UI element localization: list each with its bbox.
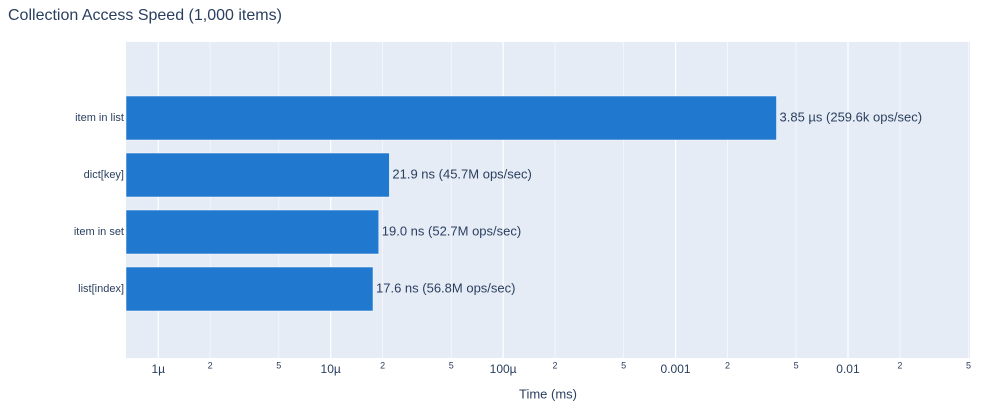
bar: [125, 266, 374, 312]
x-tick-label: 5: [449, 360, 454, 370]
x-tick-label: 1µ: [151, 362, 165, 376]
y-tick-label: list[index]: [78, 283, 124, 295]
x-tick-label: 5: [621, 360, 626, 370]
x-tick-label: 10µ: [321, 362, 341, 376]
y-tick-label: item in list: [75, 112, 124, 124]
value-label: 21.9 ns (45.7M ops/sec): [392, 166, 531, 181]
x-tick-label: 2: [208, 360, 213, 370]
x-tick-label: 2: [380, 360, 385, 370]
x-tick-label: 5: [966, 360, 971, 370]
bar: [125, 152, 390, 198]
x-tick-label: 5: [276, 360, 281, 370]
x-tick-label: 100µ: [490, 362, 517, 376]
x-tick-label: 0.01: [836, 362, 860, 376]
y-tick-label: item in set: [74, 226, 124, 238]
value-label: 3.85 µs (259.6k ops/sec): [780, 109, 923, 124]
value-label: 17.6 ns (56.8M ops/sec): [376, 280, 515, 295]
x-tick-label: 0.001: [661, 362, 691, 376]
bar: [125, 95, 777, 141]
bar: [125, 209, 380, 255]
chart-title: Collection Access Speed (1,000 items): [8, 7, 282, 24]
x-tick-label: 2: [725, 360, 730, 370]
x-tick-label: 2: [897, 360, 902, 370]
y-tick-label: dict[key]: [84, 169, 124, 181]
x-tick-label: 2: [553, 360, 558, 370]
x-tick-label: 5: [794, 360, 799, 370]
value-label: 19.0 ns (52.7M ops/sec): [382, 223, 521, 238]
x-axis-title: Time (ms): [519, 386, 577, 401]
